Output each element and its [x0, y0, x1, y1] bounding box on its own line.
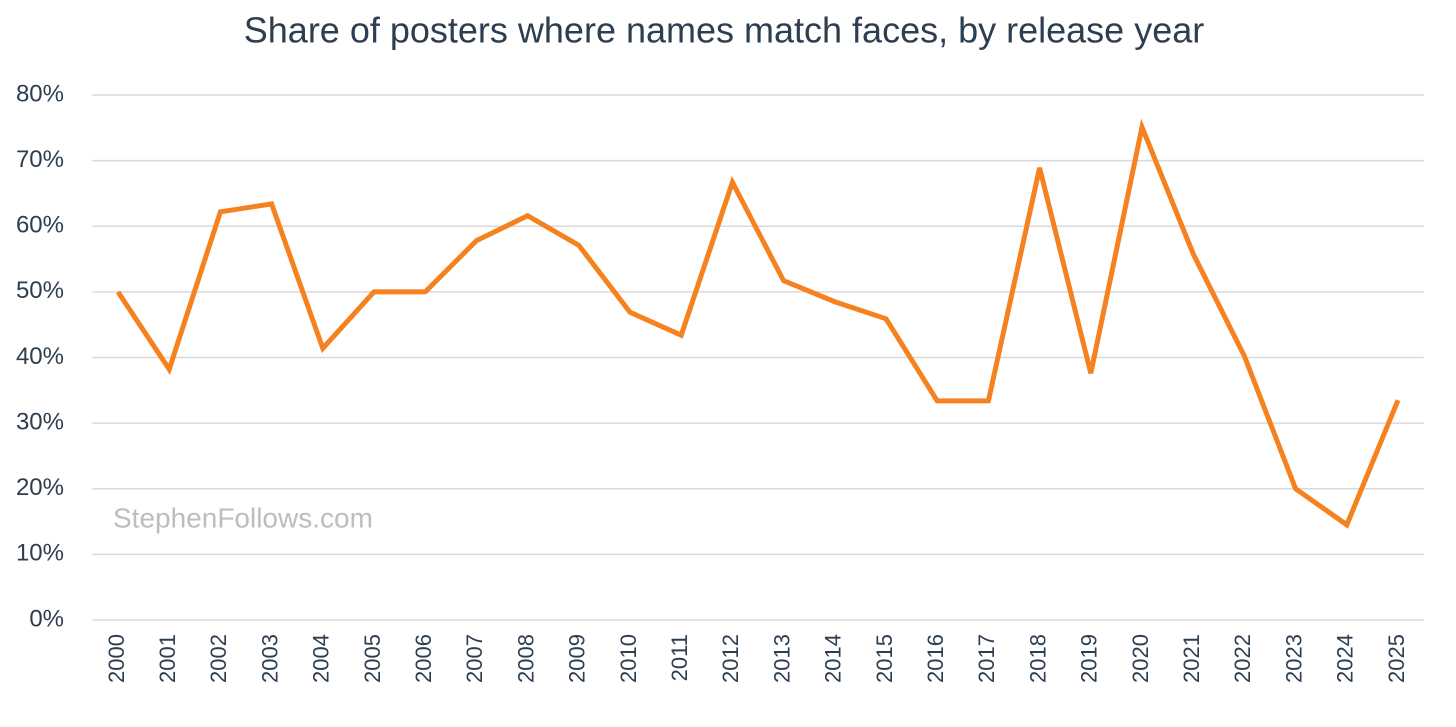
- x-tick-label: 2011: [667, 634, 692, 681]
- x-tick-label: 2016: [923, 634, 948, 683]
- x-tick-label: 2008: [513, 634, 538, 683]
- watermark: StephenFollows.com: [113, 502, 373, 533]
- x-tick-label: 2014: [821, 634, 846, 683]
- x-tick-label: 2001: [155, 634, 180, 683]
- x-tick-label: 2006: [411, 634, 436, 683]
- x-tick-label: 2005: [360, 634, 385, 683]
- x-tick-label: 2007: [462, 634, 487, 683]
- x-tick-label: 2002: [206, 634, 231, 683]
- y-tick-label: 80%: [16, 80, 64, 107]
- x-tick-label: 2019: [1077, 634, 1102, 683]
- x-tick-label: 2023: [1281, 634, 1306, 683]
- x-tick-label: 2025: [1384, 634, 1409, 683]
- y-tick-label: 0%: [29, 605, 64, 632]
- x-tick-label: 2000: [104, 634, 129, 683]
- y-tick-label: 50%: [16, 277, 64, 304]
- x-tick-label: 2022: [1230, 634, 1255, 683]
- x-tick-label: 2010: [616, 634, 641, 683]
- x-tick-label: 2018: [1025, 634, 1050, 683]
- x-tick-label: 2013: [769, 634, 794, 683]
- x-tick-label: 2017: [974, 634, 999, 683]
- x-tick-label: 2015: [872, 634, 897, 683]
- x-tick-label: 2020: [1128, 634, 1153, 683]
- y-tick-label: 40%: [16, 343, 64, 370]
- x-tick-label: 2004: [309, 634, 334, 683]
- x-tick-label: 2009: [565, 634, 590, 683]
- y-tick-label: 70%: [16, 146, 64, 173]
- x-tick-label: 2021: [1179, 634, 1204, 683]
- x-tick-label: 2012: [718, 634, 743, 683]
- data-line: [115, 118, 1401, 529]
- y-tick-label: 60%: [16, 212, 64, 239]
- chart-title: Share of posters where names match faces…: [244, 10, 1204, 51]
- x-tick-label: 2003: [257, 634, 282, 683]
- y-tick-label: 20%: [16, 474, 64, 501]
- y-tick-label: 30%: [16, 408, 64, 435]
- x-tick-label: 2024: [1333, 634, 1358, 683]
- y-tick-label: 10%: [16, 540, 64, 567]
